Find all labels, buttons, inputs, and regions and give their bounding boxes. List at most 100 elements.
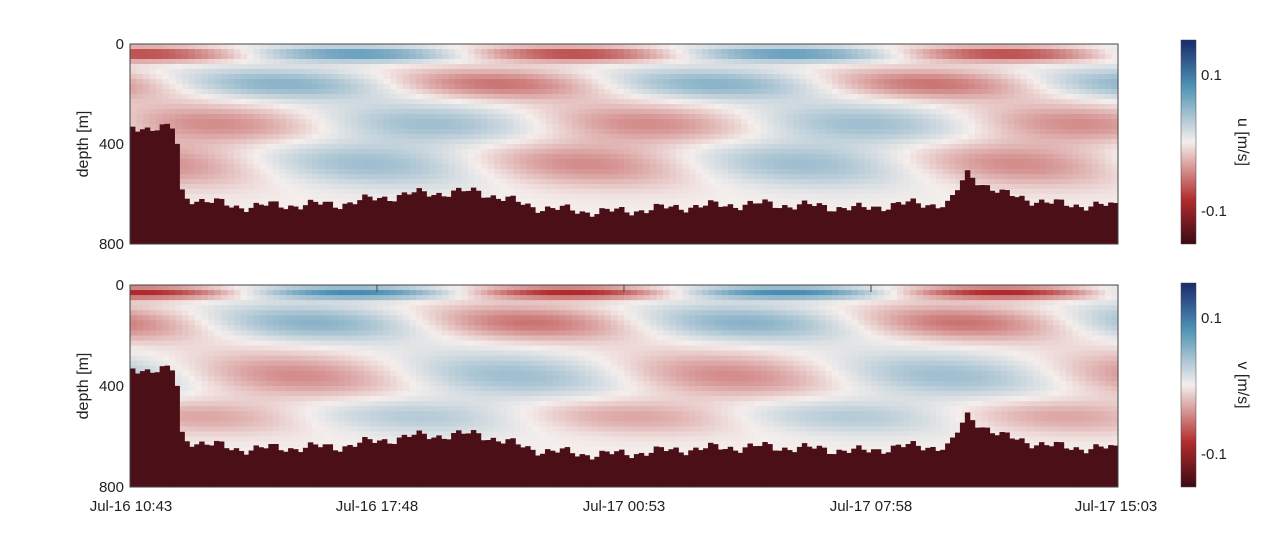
heatmap-cell xyxy=(734,184,742,190)
heatmap-cell xyxy=(793,189,801,195)
heatmap-cell xyxy=(559,84,567,90)
heatmap-cell xyxy=(988,114,996,120)
heatmap-cell xyxy=(1027,184,1035,190)
heatmap-cell xyxy=(663,154,671,160)
heatmap-cell xyxy=(266,189,274,195)
heatmap-cell xyxy=(143,104,151,110)
heatmap-cell xyxy=(630,49,638,55)
heatmap-cell xyxy=(539,189,547,195)
heatmap-cell xyxy=(429,109,437,115)
heatmap-cell xyxy=(513,84,521,90)
heatmap-cell xyxy=(429,179,437,185)
heatmap-cell xyxy=(396,119,404,125)
heatmap-cell xyxy=(403,44,411,50)
heatmap-cell xyxy=(871,124,879,130)
heatmap-cell xyxy=(806,199,814,205)
heatmap-cell xyxy=(1014,109,1022,115)
heatmap-cell xyxy=(559,184,567,190)
heatmap-cell xyxy=(182,179,190,185)
heatmap-cell xyxy=(201,124,209,130)
heatmap-cell xyxy=(221,154,229,160)
heatmap-cell xyxy=(611,54,619,60)
heatmap-cell xyxy=(910,179,918,185)
heatmap-cell xyxy=(370,154,378,160)
heatmap-cell xyxy=(637,204,645,210)
heatmap-cell xyxy=(247,109,255,115)
heatmap-cell xyxy=(1079,54,1087,60)
heatmap-cell xyxy=(364,139,372,145)
heatmap-cell xyxy=(338,74,346,80)
heatmap-cell xyxy=(845,184,853,190)
heatmap-cell xyxy=(1098,134,1106,140)
heatmap-cell xyxy=(916,69,924,75)
heatmap-cell xyxy=(240,194,248,200)
heatmap-cell xyxy=(468,129,476,135)
heatmap-cell xyxy=(468,104,476,110)
heatmap-cell xyxy=(786,179,794,185)
heatmap-cell xyxy=(578,124,586,130)
heatmap-cell xyxy=(260,104,268,110)
heatmap-cell xyxy=(650,69,658,75)
heatmap-cell xyxy=(403,124,411,130)
heatmap-cell xyxy=(910,169,918,175)
heatmap-cell xyxy=(1001,109,1009,115)
heatmap-cell xyxy=(1111,44,1119,50)
heatmap-cell xyxy=(578,94,586,100)
heatmap-cell xyxy=(240,154,248,160)
heatmap-cell xyxy=(994,184,1002,190)
heatmap-cell xyxy=(910,109,918,115)
heatmap-cell xyxy=(448,59,456,65)
heatmap-cell xyxy=(494,94,502,100)
heatmap-cell xyxy=(806,89,814,95)
heatmap-cell xyxy=(1027,169,1035,175)
heatmap-cell xyxy=(468,164,476,170)
heatmap-cell xyxy=(572,109,580,115)
heatmap-cell xyxy=(799,154,807,160)
heatmap-cell xyxy=(227,159,235,165)
heatmap-cell xyxy=(221,79,229,85)
heatmap-cell xyxy=(305,104,313,110)
heatmap-cell xyxy=(279,64,287,70)
heatmap-cell xyxy=(1111,189,1119,195)
heatmap-cell xyxy=(1046,184,1054,190)
heatmap-cell xyxy=(403,49,411,55)
heatmap-cell xyxy=(338,144,346,150)
heatmap-cell xyxy=(208,179,216,185)
heatmap-cell xyxy=(1027,129,1035,135)
heatmap-cell xyxy=(461,79,469,85)
heatmap-cell xyxy=(812,199,820,205)
heatmap-cell xyxy=(819,144,827,150)
heatmap-cell xyxy=(234,64,242,70)
heatmap-cell xyxy=(370,129,378,135)
heatmap-cell xyxy=(351,54,359,60)
heatmap-cell xyxy=(890,109,898,115)
heatmap-cell xyxy=(1072,174,1080,180)
heatmap-cell xyxy=(578,44,586,50)
heatmap-cell xyxy=(754,199,762,205)
heatmap-cell xyxy=(1079,79,1087,85)
heatmap-cell xyxy=(695,124,703,130)
heatmap-cell xyxy=(468,49,476,55)
heatmap-cell xyxy=(962,144,970,150)
heatmap-cell xyxy=(682,144,690,150)
heatmap-cell xyxy=(403,129,411,135)
heatmap-cell xyxy=(812,154,820,160)
heatmap-cell xyxy=(851,114,859,120)
heatmap-cell xyxy=(1059,94,1067,100)
heatmap-cell xyxy=(416,154,424,160)
heatmap-cell xyxy=(253,94,261,100)
heatmap-cell xyxy=(910,154,918,160)
heatmap-cell xyxy=(968,119,976,125)
heatmap-cell xyxy=(260,194,268,200)
heatmap-cell xyxy=(461,124,469,130)
heatmap-cell xyxy=(325,89,333,95)
heatmap-cell xyxy=(260,99,268,105)
heatmap-cell xyxy=(845,204,853,210)
heatmap-cell xyxy=(487,184,495,190)
heatmap-cell xyxy=(234,194,242,200)
heatmap-cell xyxy=(377,149,385,155)
heatmap-cell xyxy=(981,94,989,100)
heatmap-cell xyxy=(195,104,203,110)
heatmap-cell xyxy=(845,59,853,65)
heatmap-cell xyxy=(513,139,521,145)
